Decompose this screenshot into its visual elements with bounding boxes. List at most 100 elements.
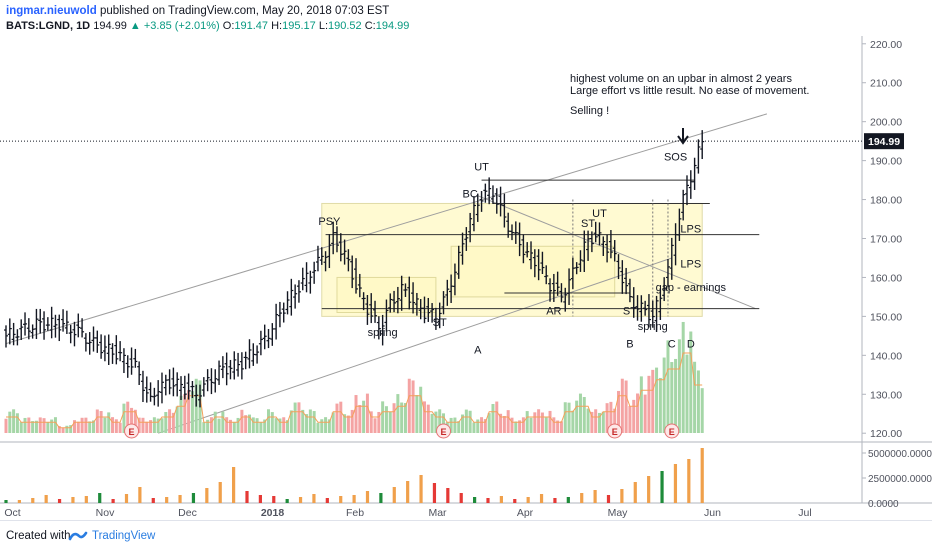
author-link[interactable]: ingmar.nieuwold	[6, 5, 97, 17]
volume-bar	[506, 410, 510, 433]
volume-bar	[403, 403, 407, 433]
volume-bar	[643, 394, 647, 433]
volume-bar	[655, 367, 659, 433]
volume-bar	[156, 418, 160, 433]
earnings-marker	[607, 423, 623, 439]
volume-bar	[23, 417, 27, 433]
oscillator-bar	[647, 476, 651, 503]
volume-bar	[312, 411, 316, 433]
volume-bar	[476, 419, 480, 433]
volume-bar	[282, 417, 286, 433]
volume-bar	[259, 422, 263, 433]
oscillator-bar	[379, 493, 383, 503]
volume-bar	[514, 421, 518, 433]
oscillator-bar	[31, 498, 35, 503]
volume-bar	[190, 391, 194, 433]
analysis-note: Large effort vs little result. No ease o…	[570, 85, 809, 97]
volume-bar	[27, 417, 31, 433]
wyckoff-annotation: SOS	[664, 152, 687, 164]
volume-bar	[632, 399, 636, 433]
oscillator-bar	[620, 489, 624, 503]
volume-bar	[419, 386, 423, 433]
volume-bar	[407, 378, 411, 433]
wyckoff-annotation: LPS	[680, 259, 701, 271]
volume-bar	[388, 411, 392, 433]
volume-bar	[525, 411, 529, 433]
oscillator-bar	[446, 488, 450, 503]
oscillator-bar	[365, 491, 370, 503]
volume-bar	[327, 419, 331, 433]
volume-bar	[472, 422, 476, 433]
volume-bar	[209, 417, 213, 433]
volume-bar	[518, 420, 522, 433]
volume-bar	[46, 422, 50, 433]
volume-bar	[537, 409, 541, 433]
earnings-marker	[124, 423, 140, 439]
price-change: ▲ +3.85 (+2.01%)	[129, 20, 220, 32]
wyckoff-annotation: LPS	[680, 224, 701, 236]
volume-bar	[438, 409, 442, 433]
volume-bar	[575, 400, 579, 433]
volume-bar	[50, 419, 54, 433]
volume-bar	[38, 417, 42, 433]
volume-bar	[552, 417, 556, 433]
volume-bar	[571, 410, 575, 433]
x-tick-label: Nov	[96, 507, 115, 519]
volume-bar	[461, 414, 465, 433]
y-tick-label: 190.00	[870, 156, 902, 168]
volume-bar	[19, 422, 23, 433]
oscillator-bar	[191, 493, 196, 503]
y-tick-label: 120.00	[870, 428, 902, 440]
volume-bar	[590, 411, 594, 433]
oscillator-bar	[687, 459, 691, 503]
volume-bar	[206, 419, 210, 433]
volume-bar	[700, 388, 704, 433]
oscillator-bar	[513, 499, 517, 503]
volume-bar	[651, 369, 655, 433]
oscillator-bar	[218, 482, 222, 503]
open-value: 191.47	[234, 20, 269, 32]
symbol-label[interactable]: BATS:LGND, 1D	[6, 20, 91, 32]
volume-bar	[559, 421, 563, 433]
y-tick-label: 140.00	[870, 350, 902, 362]
x-tick-label: May	[608, 507, 629, 519]
open-label: O:	[222, 20, 235, 32]
oscillator-bar	[111, 499, 115, 503]
volume-bar	[179, 395, 183, 433]
volume-bar	[392, 403, 396, 433]
volume-bar	[647, 375, 651, 433]
volume-bar	[483, 419, 487, 433]
tradingview-brand[interactable]: TradingView	[92, 530, 156, 542]
oscillator-bar	[138, 487, 142, 503]
volume-bar	[213, 411, 217, 433]
volume-bar	[320, 419, 324, 433]
volume-bar	[544, 417, 548, 433]
analysis-note: Selling !	[570, 105, 609, 117]
volume-bar	[693, 361, 697, 433]
x-tick-label: Mar	[428, 507, 447, 519]
wyckoff-annotation: spring	[368, 327, 398, 339]
wyckoff-annotation: D	[687, 339, 695, 351]
volume-bar	[658, 377, 662, 433]
high-label: H:	[271, 20, 283, 32]
oscillator-bar	[98, 493, 102, 503]
oscillator-bar	[593, 490, 597, 503]
volume-bar	[84, 417, 88, 433]
volume-bar	[426, 404, 430, 433]
earnings-marker	[436, 423, 452, 439]
volume-bar	[335, 403, 339, 433]
volume-ma-line	[6, 352, 703, 429]
volume-bar	[620, 378, 624, 433]
oscillator-bar	[232, 467, 236, 503]
volume-bar	[305, 414, 309, 433]
volume-bar	[331, 412, 335, 433]
earnings-marker-label: E	[441, 427, 447, 437]
volume-bar	[133, 409, 137, 433]
oscillator-bar	[17, 500, 21, 503]
upper-channel-line	[5, 113, 768, 345]
volume-bar	[662, 357, 666, 433]
close-value: 194.99	[375, 20, 410, 32]
volume-bar	[586, 408, 590, 433]
price-chart[interactable]: 220.00 210.00 200.00 190.00 180.00 170.00 160.…	[0, 0, 932, 520]
volume-bar	[396, 394, 400, 433]
